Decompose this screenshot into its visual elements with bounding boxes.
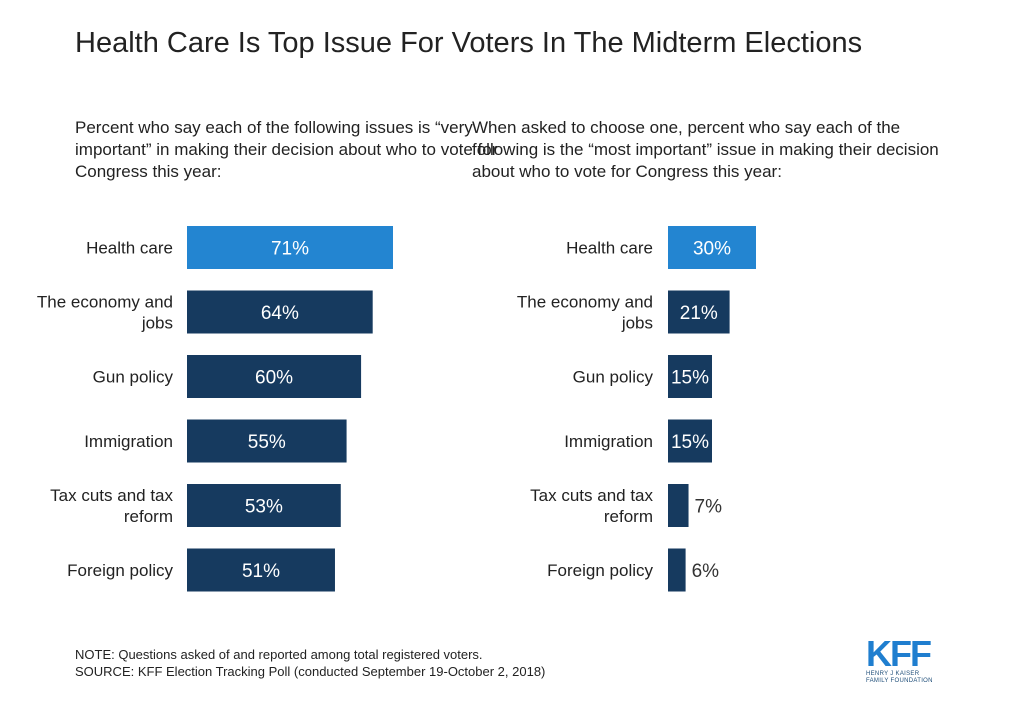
right-value-label-5: 6% [692, 561, 720, 582]
right-category-label-4: Tax cuts and tax reform [530, 486, 653, 526]
left-bar-3 [187, 419, 347, 463]
right-value-label-2: 15% [671, 368, 709, 389]
left-bar-5 [187, 548, 335, 592]
left-value-label-3: 55% [248, 432, 286, 453]
right-bar-1 [668, 290, 730, 334]
right-category-label-5: Foreign policy [547, 561, 653, 580]
right-bar-chart: 30% Health care 21% The economy and jobs 15% G… [517, 226, 756, 592]
left-value-label-4: 53% [245, 497, 283, 518]
right-value-label-4: 7% [695, 497, 723, 518]
right-value-label-3: 15% [671, 432, 709, 453]
left-value-label-5: 51% [242, 561, 280, 582]
left-bar-chart: 71% Health care 64% The economy and jobs 60% G… [37, 226, 393, 592]
right-value-label-0: 30% [693, 239, 731, 260]
left-category-label-3: Immigration [84, 432, 173, 451]
left-category-label-5: Foreign policy [67, 561, 173, 580]
left-category-label-0: Health care [86, 239, 173, 258]
right-bar-3 [668, 419, 712, 463]
right-category-label-0: Health care [566, 239, 653, 258]
right-chart-subtitle: When asked to choose one, percent who sa… [472, 118, 939, 181]
right-bar-0 [668, 226, 756, 269]
left-bar-1 [187, 290, 373, 334]
left-category-label-2: Gun policy [93, 368, 174, 387]
footer-note: NOTE: Questions asked of and reported am… [75, 647, 483, 662]
right-bar-4 [668, 484, 689, 527]
logo-org-line2: FAMILY FOUNDATION [866, 678, 933, 684]
footer: NOTE: Questions asked of and reported am… [75, 646, 545, 680]
left-chart-subtitle: Percent who say each of the following is… [75, 118, 498, 181]
right-bar-5 [668, 548, 686, 592]
left-bar-2 [187, 355, 362, 398]
left-value-label-0: 71% [271, 239, 309, 260]
right-value-label-1: 21% [680, 303, 718, 324]
kff-logo: KFF HENRY J KAISER FAMILY FOUNDATION [866, 633, 936, 687]
left-bar-4 [187, 484, 341, 527]
footer-source: SOURCE: KFF Election Tracking Poll (cond… [75, 664, 546, 679]
left-value-label-1: 64% [261, 303, 299, 324]
right-category-label-1: The economy and jobs [517, 293, 653, 333]
left-value-label-2: 60% [255, 368, 293, 389]
logo-org-line1: HENRY J KAISER [866, 671, 920, 677]
logo-text: KFF [866, 633, 932, 674]
right-category-label-2: Gun policy [573, 368, 654, 387]
right-bar-2 [668, 355, 712, 398]
right-category-label-3: Immigration [564, 432, 653, 451]
left-bar-0 [187, 226, 393, 269]
left-category-label-1: The economy and jobs [37, 293, 173, 333]
chart-title: Health Care Is Top Issue For Voters In T… [75, 27, 863, 59]
left-category-label-4: Tax cuts and tax reform [50, 486, 173, 526]
